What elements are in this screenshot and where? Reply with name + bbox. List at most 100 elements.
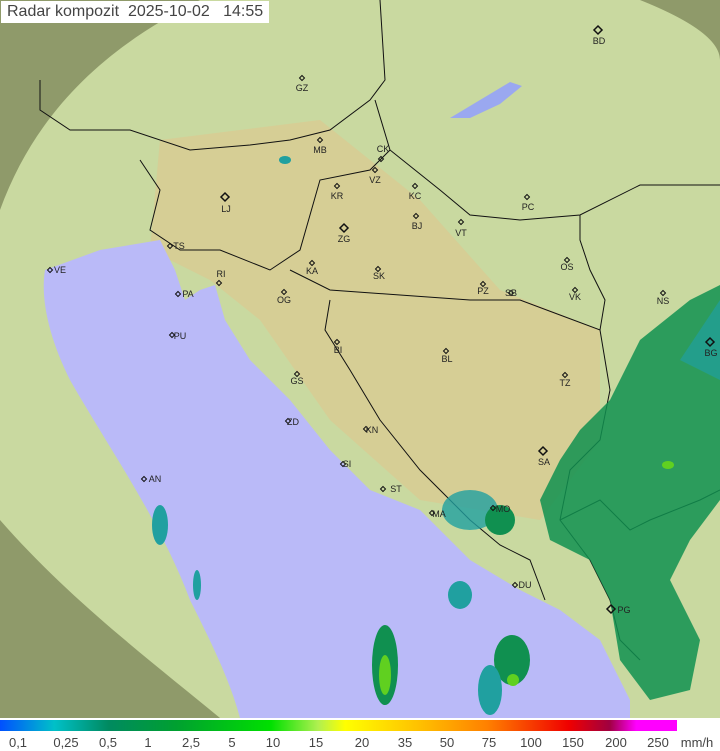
legend-tick: 0,5: [98, 735, 118, 750]
city-marker-icon: [308, 259, 316, 267]
legend-tick: 250: [647, 735, 669, 750]
city-marker-icon: [293, 370, 301, 378]
city-marker-icon: [571, 286, 579, 294]
city-label: LJ: [221, 204, 231, 214]
adriatic-sea: [43, 240, 630, 718]
city-label: VE: [54, 265, 66, 275]
radar-map[interactable]: BD GZ MB CK VZ KR KC PC LJ BJ VT TS ZG VE RI KA SK OS PA OG…: [0, 0, 720, 718]
city-label: KA: [306, 266, 318, 276]
title-label: Radar kompozit: [7, 3, 120, 20]
city-marker-icon: [377, 155, 385, 163]
radar-echoes: [152, 156, 720, 715]
legend-tick: 1: [144, 735, 152, 750]
city-label: ST: [390, 484, 402, 494]
city-marker-icon: [215, 279, 223, 287]
city-marker-icon: [166, 242, 174, 250]
city-marker-icon: [659, 289, 667, 297]
map-title: Radar kompozit 2025-10-02 14:55: [1, 1, 269, 23]
city-marker-icon: [219, 191, 231, 203]
legend-tick: 0,1: [8, 735, 28, 750]
city-label: PG: [617, 605, 630, 615]
title-date: 2025-10-02: [127, 3, 210, 20]
city-label: BG: [704, 348, 717, 358]
city-marker-icon: [489, 504, 497, 512]
legend-tick: 35: [397, 735, 413, 750]
city-marker-icon: [592, 24, 604, 36]
city-marker-icon: [339, 460, 347, 468]
city-label: DU: [519, 580, 532, 590]
city-marker-icon: [338, 222, 350, 234]
city-label: VT: [455, 228, 467, 238]
city-marker-icon: [442, 347, 450, 355]
city-marker-icon: [523, 193, 531, 201]
legend-tick: 150: [562, 735, 584, 750]
city-marker-icon: [605, 603, 617, 615]
legend-tick: 10: [265, 735, 281, 750]
city-marker-icon: [284, 417, 292, 425]
city-label: TZ: [560, 378, 571, 388]
city-marker-icon: [479, 280, 487, 288]
city-marker-icon: [174, 290, 182, 298]
legend-tick: 2,5: [181, 735, 201, 750]
city-label: GZ: [296, 83, 309, 93]
city-label: VK: [569, 292, 581, 302]
city-label: PC: [522, 202, 535, 212]
city-label: ZG: [338, 234, 351, 244]
city-label: AN: [149, 474, 162, 484]
city-marker-icon: [374, 265, 382, 273]
city-label: MA: [432, 509, 446, 519]
city-marker-icon: [511, 581, 519, 589]
city-label: BD: [593, 36, 606, 46]
city-label: BJ: [412, 221, 423, 231]
legend-tick: 100: [520, 735, 542, 750]
city-label: PA: [182, 289, 193, 299]
city-label: KC: [409, 191, 422, 201]
city-marker-icon: [507, 289, 515, 297]
legend-tick: 200: [605, 735, 627, 750]
city-label: SK: [373, 271, 385, 281]
city-marker-icon: [561, 371, 569, 379]
city-label: ZD: [287, 417, 299, 427]
city-marker-icon: [362, 425, 370, 433]
city-marker-icon: [379, 485, 387, 493]
city-marker-icon: [563, 256, 571, 264]
legend-tick: 50: [439, 735, 455, 750]
city-marker-icon: [537, 445, 549, 457]
city-label: CK: [377, 144, 390, 154]
city-marker-icon: [457, 218, 465, 226]
city-label: MB: [313, 145, 327, 155]
city-label: PZ: [477, 286, 489, 296]
precipitation-legend: 0,1 0,25 0,5 1 2,5 5 10 15 20 35 50 75 100 150 200 250 …: [0, 718, 720, 751]
city-marker-icon: [168, 331, 176, 339]
city-label: OS: [560, 262, 573, 272]
city-label: VZ: [369, 175, 381, 185]
city-markers: BD GZ MB CK VZ KR KC PC LJ BJ VT TS ZG VE RI KA SK OS PA OG…: [46, 24, 718, 615]
city-marker-icon: [371, 166, 379, 174]
city-label: KR: [331, 191, 344, 201]
city-marker-icon: [333, 182, 341, 190]
title-time: 14:55: [223, 3, 264, 20]
city-label: PU: [174, 331, 187, 341]
city-marker-icon: [412, 212, 420, 220]
legend-tick: 15: [308, 735, 324, 750]
legend-tick: 20: [354, 735, 370, 750]
highland-area: [150, 120, 600, 520]
city-label: MO: [496, 504, 511, 514]
legend-unit: mm/h: [680, 735, 714, 750]
city-marker-icon: [333, 338, 341, 346]
city-label: GS: [290, 376, 303, 386]
city-label: SB: [505, 288, 517, 298]
city-label: RI: [217, 269, 226, 279]
city-marker-icon: [280, 288, 288, 296]
city-marker-icon: [411, 182, 419, 190]
city-label: BL: [441, 354, 452, 364]
city-marker-icon: [316, 136, 324, 144]
city-marker-icon: [428, 509, 436, 517]
city-label: BI: [334, 345, 343, 355]
city-label: NS: [657, 296, 670, 306]
city-label: SA: [538, 457, 550, 467]
legend-tick: 5: [228, 735, 236, 750]
legend-color-bar: [0, 720, 677, 731]
city-label: SI: [343, 459, 352, 469]
city-label: KN: [366, 425, 379, 435]
